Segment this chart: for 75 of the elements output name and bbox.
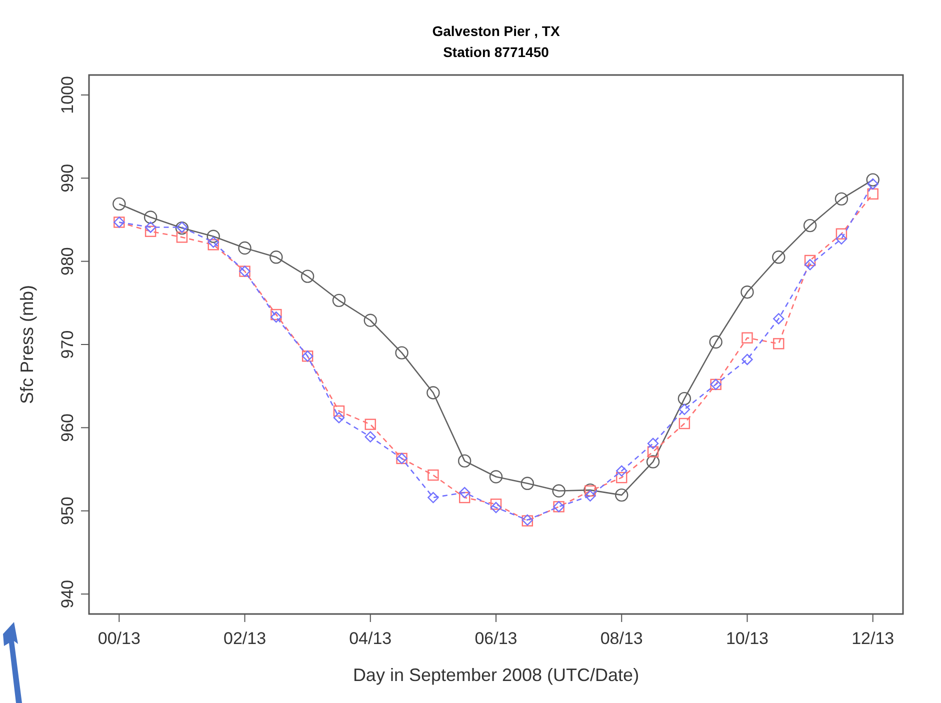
point (615, 488, 628, 502)
point (867, 188, 878, 200)
point (742, 332, 753, 344)
x-axis-title: Day in September 2008 (UTC/Date) (352, 665, 640, 685)
point (364, 418, 376, 430)
point (804, 259, 816, 270)
point (270, 250, 283, 264)
point (740, 285, 754, 299)
point (489, 470, 503, 484)
point (458, 492, 470, 504)
point (458, 486, 470, 498)
point (428, 469, 439, 481)
point (300, 270, 314, 283)
point (270, 308, 282, 320)
point (742, 354, 753, 366)
y-tick-label: 960 (58, 413, 77, 442)
point (208, 236, 219, 248)
point (490, 498, 502, 510)
point (584, 490, 596, 502)
point (238, 241, 252, 255)
point (144, 226, 156, 237)
point (647, 438, 659, 450)
chart-subtitle: Station 8771450 (443, 44, 550, 60)
point (333, 405, 345, 417)
point (834, 192, 848, 206)
point (836, 233, 848, 244)
point (270, 311, 282, 323)
y-tick-label: 940 (58, 580, 77, 608)
point (458, 454, 472, 468)
point (208, 239, 219, 250)
point (616, 465, 628, 477)
point (176, 232, 188, 243)
point (773, 338, 784, 350)
point (867, 178, 878, 190)
point (144, 222, 156, 233)
y-tick-label: 950 (58, 496, 77, 526)
point (490, 502, 502, 514)
point (395, 346, 408, 360)
point (428, 492, 439, 504)
x-tick-label: 04/13 (349, 629, 392, 648)
y-tick-label: 1000 (58, 76, 77, 114)
x-tick-label: 12/13 (852, 629, 894, 648)
point (803, 218, 817, 232)
point (836, 228, 848, 240)
point (332, 294, 346, 308)
x-tick-label: 10/13 (726, 629, 769, 648)
point (364, 431, 376, 442)
point (647, 446, 659, 458)
point (426, 386, 440, 400)
point (520, 476, 534, 490)
point (112, 197, 126, 211)
x-tick-label: 00/13 (98, 629, 140, 648)
point (552, 484, 566, 498)
point (144, 210, 158, 224)
y-tick-label: 990 (58, 164, 77, 192)
point (773, 313, 784, 324)
y-axis-title: Sfc Press (mb) (17, 284, 37, 404)
point (616, 472, 628, 484)
point (678, 418, 690, 430)
y-tick-label: 970 (58, 330, 77, 359)
point (804, 254, 816, 266)
point (709, 335, 722, 349)
point (206, 230, 220, 243)
point (646, 455, 660, 468)
x-tick-label: 06/13 (474, 629, 518, 648)
point (678, 404, 690, 415)
point (866, 173, 880, 186)
point (333, 412, 345, 424)
point (678, 392, 692, 406)
x-tick-label: 08/13 (600, 629, 643, 648)
point (364, 314, 377, 327)
point (772, 250, 786, 264)
chart-title: Galveston Pier , TX (432, 23, 560, 39)
x-tick-label: 02/13 (223, 629, 266, 648)
y-tick-label: 980 (58, 247, 77, 276)
